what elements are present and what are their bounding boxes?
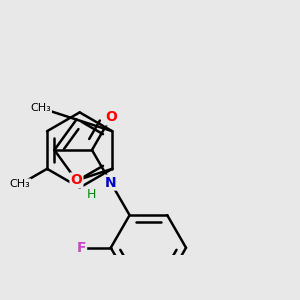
Text: O: O (70, 173, 83, 188)
Text: CH₃: CH₃ (10, 179, 31, 189)
Text: H: H (86, 188, 96, 200)
Text: O: O (105, 110, 117, 124)
Text: F: F (76, 241, 86, 255)
Text: N: N (105, 176, 117, 190)
Text: CH₃: CH₃ (30, 103, 51, 113)
